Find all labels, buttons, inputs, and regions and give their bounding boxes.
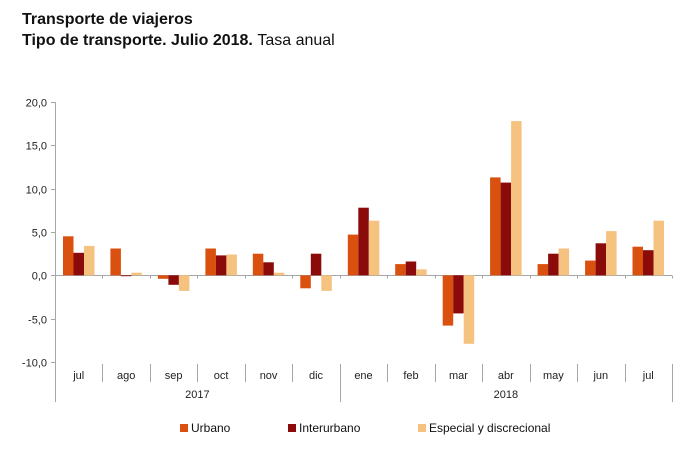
x-category-label: mar xyxy=(449,370,468,382)
bar-interurbano xyxy=(358,207,369,276)
bar-interurbano xyxy=(73,252,84,276)
legend-item: Interurbano xyxy=(288,421,360,435)
x-category-label: abr xyxy=(498,370,514,382)
bar-interurbano xyxy=(595,243,607,276)
x-category-label: jul xyxy=(72,370,84,382)
bar-urbano xyxy=(63,236,74,276)
bar-interurbano xyxy=(310,253,322,276)
bar-especial-y-discrecional xyxy=(321,275,332,291)
bar-urbano xyxy=(110,248,121,276)
bar-especial-y-discrecional xyxy=(416,269,427,276)
bar-urbano xyxy=(537,264,549,276)
bar-especial-y-discrecional xyxy=(606,231,617,276)
bar-especial-y-discrecional xyxy=(273,272,285,276)
legend-swatch xyxy=(180,424,188,432)
y-tick-label: 10,0 xyxy=(26,185,47,197)
y-tick-label: 20,0 xyxy=(26,98,47,110)
bar-especial-y-discrecional xyxy=(558,248,570,276)
legend-label: Interurbano xyxy=(299,421,361,435)
bar-especial-y-discrecional xyxy=(653,220,664,276)
bar-urbano xyxy=(442,275,454,326)
chart-title: Transporte de viajeros Tipo de transport… xyxy=(22,9,335,51)
x-category-label: dic xyxy=(309,370,324,382)
bar-interurbano xyxy=(500,182,512,276)
y-tick-label: 15,0 xyxy=(26,141,47,153)
bar-interurbano xyxy=(643,250,654,276)
y-tick-label: 5,0 xyxy=(32,228,47,240)
x-category-label: ene xyxy=(354,370,372,382)
legend-swatch xyxy=(418,424,426,432)
bar-urbano xyxy=(585,260,596,276)
y-tick-label: -5,0 xyxy=(28,315,47,327)
bar-interurbano xyxy=(263,262,274,276)
legend-item: Especial y discrecional xyxy=(418,421,550,435)
axes xyxy=(51,102,673,402)
bar-especial-y-discrecional xyxy=(178,275,190,291)
bar-interurbano xyxy=(168,275,179,285)
bar-interurbano xyxy=(548,253,559,276)
bar-urbano xyxy=(632,246,643,276)
legend-label: Urbano xyxy=(191,421,231,435)
bar-especial-y-discrecional xyxy=(511,121,522,276)
bar-especial-y-discrecional xyxy=(84,245,95,276)
x-category-label: feb xyxy=(403,370,418,382)
bar-urbano xyxy=(490,177,501,276)
legend-item: Urbano xyxy=(180,421,230,435)
title-line-1: Transporte de viajeros xyxy=(22,11,193,28)
bar-especial-y-discrecional xyxy=(226,254,237,276)
bar-interurbano xyxy=(453,275,464,314)
x-category-label: nov xyxy=(260,370,278,382)
x-category-label: sep xyxy=(165,370,183,382)
title-line-2-bold: Tipo de transporte. Julio 2018. xyxy=(22,32,253,49)
bar-interurbano xyxy=(120,275,132,277)
x-category-label: oct xyxy=(214,370,229,382)
legend-label: Especial y discrecional xyxy=(429,421,551,435)
bar-urbano xyxy=(252,253,264,276)
x-category-label: jun xyxy=(592,370,608,382)
y-tick-label: -10,0 xyxy=(22,358,47,370)
bar-especial-y-discrecional xyxy=(463,275,475,344)
y-tick-label: 0,0 xyxy=(32,271,47,283)
bar-urbano xyxy=(300,275,311,289)
x-year-label: 2018 xyxy=(494,389,518,401)
x-category-label: ago xyxy=(117,370,135,382)
legend-swatch xyxy=(288,424,296,432)
title-line-2-subtitle: Tasa anual xyxy=(257,32,335,49)
bar-interurbano xyxy=(405,261,417,276)
x-category-label: jul xyxy=(642,370,654,382)
labels: -10,0 -5,0 0,0 5,0 10,0 15,0 20,0 jul ago sep oct n… xyxy=(22,98,654,402)
x-category-label: may xyxy=(543,370,564,382)
bars xyxy=(63,121,664,344)
bar-urbano xyxy=(347,234,359,276)
bar-urbano xyxy=(157,275,169,279)
x-year-label: 2017 xyxy=(185,389,209,401)
bar-interurbano xyxy=(215,255,227,276)
bar-especial-y-discrecional xyxy=(131,272,142,276)
bar-urbano xyxy=(205,248,216,276)
bar-urbano xyxy=(395,264,406,276)
title-line-2: Tipo de transporte. Julio 2018. Tasa anu… xyxy=(22,30,335,51)
bar-especial-y-discrecional xyxy=(368,220,380,276)
